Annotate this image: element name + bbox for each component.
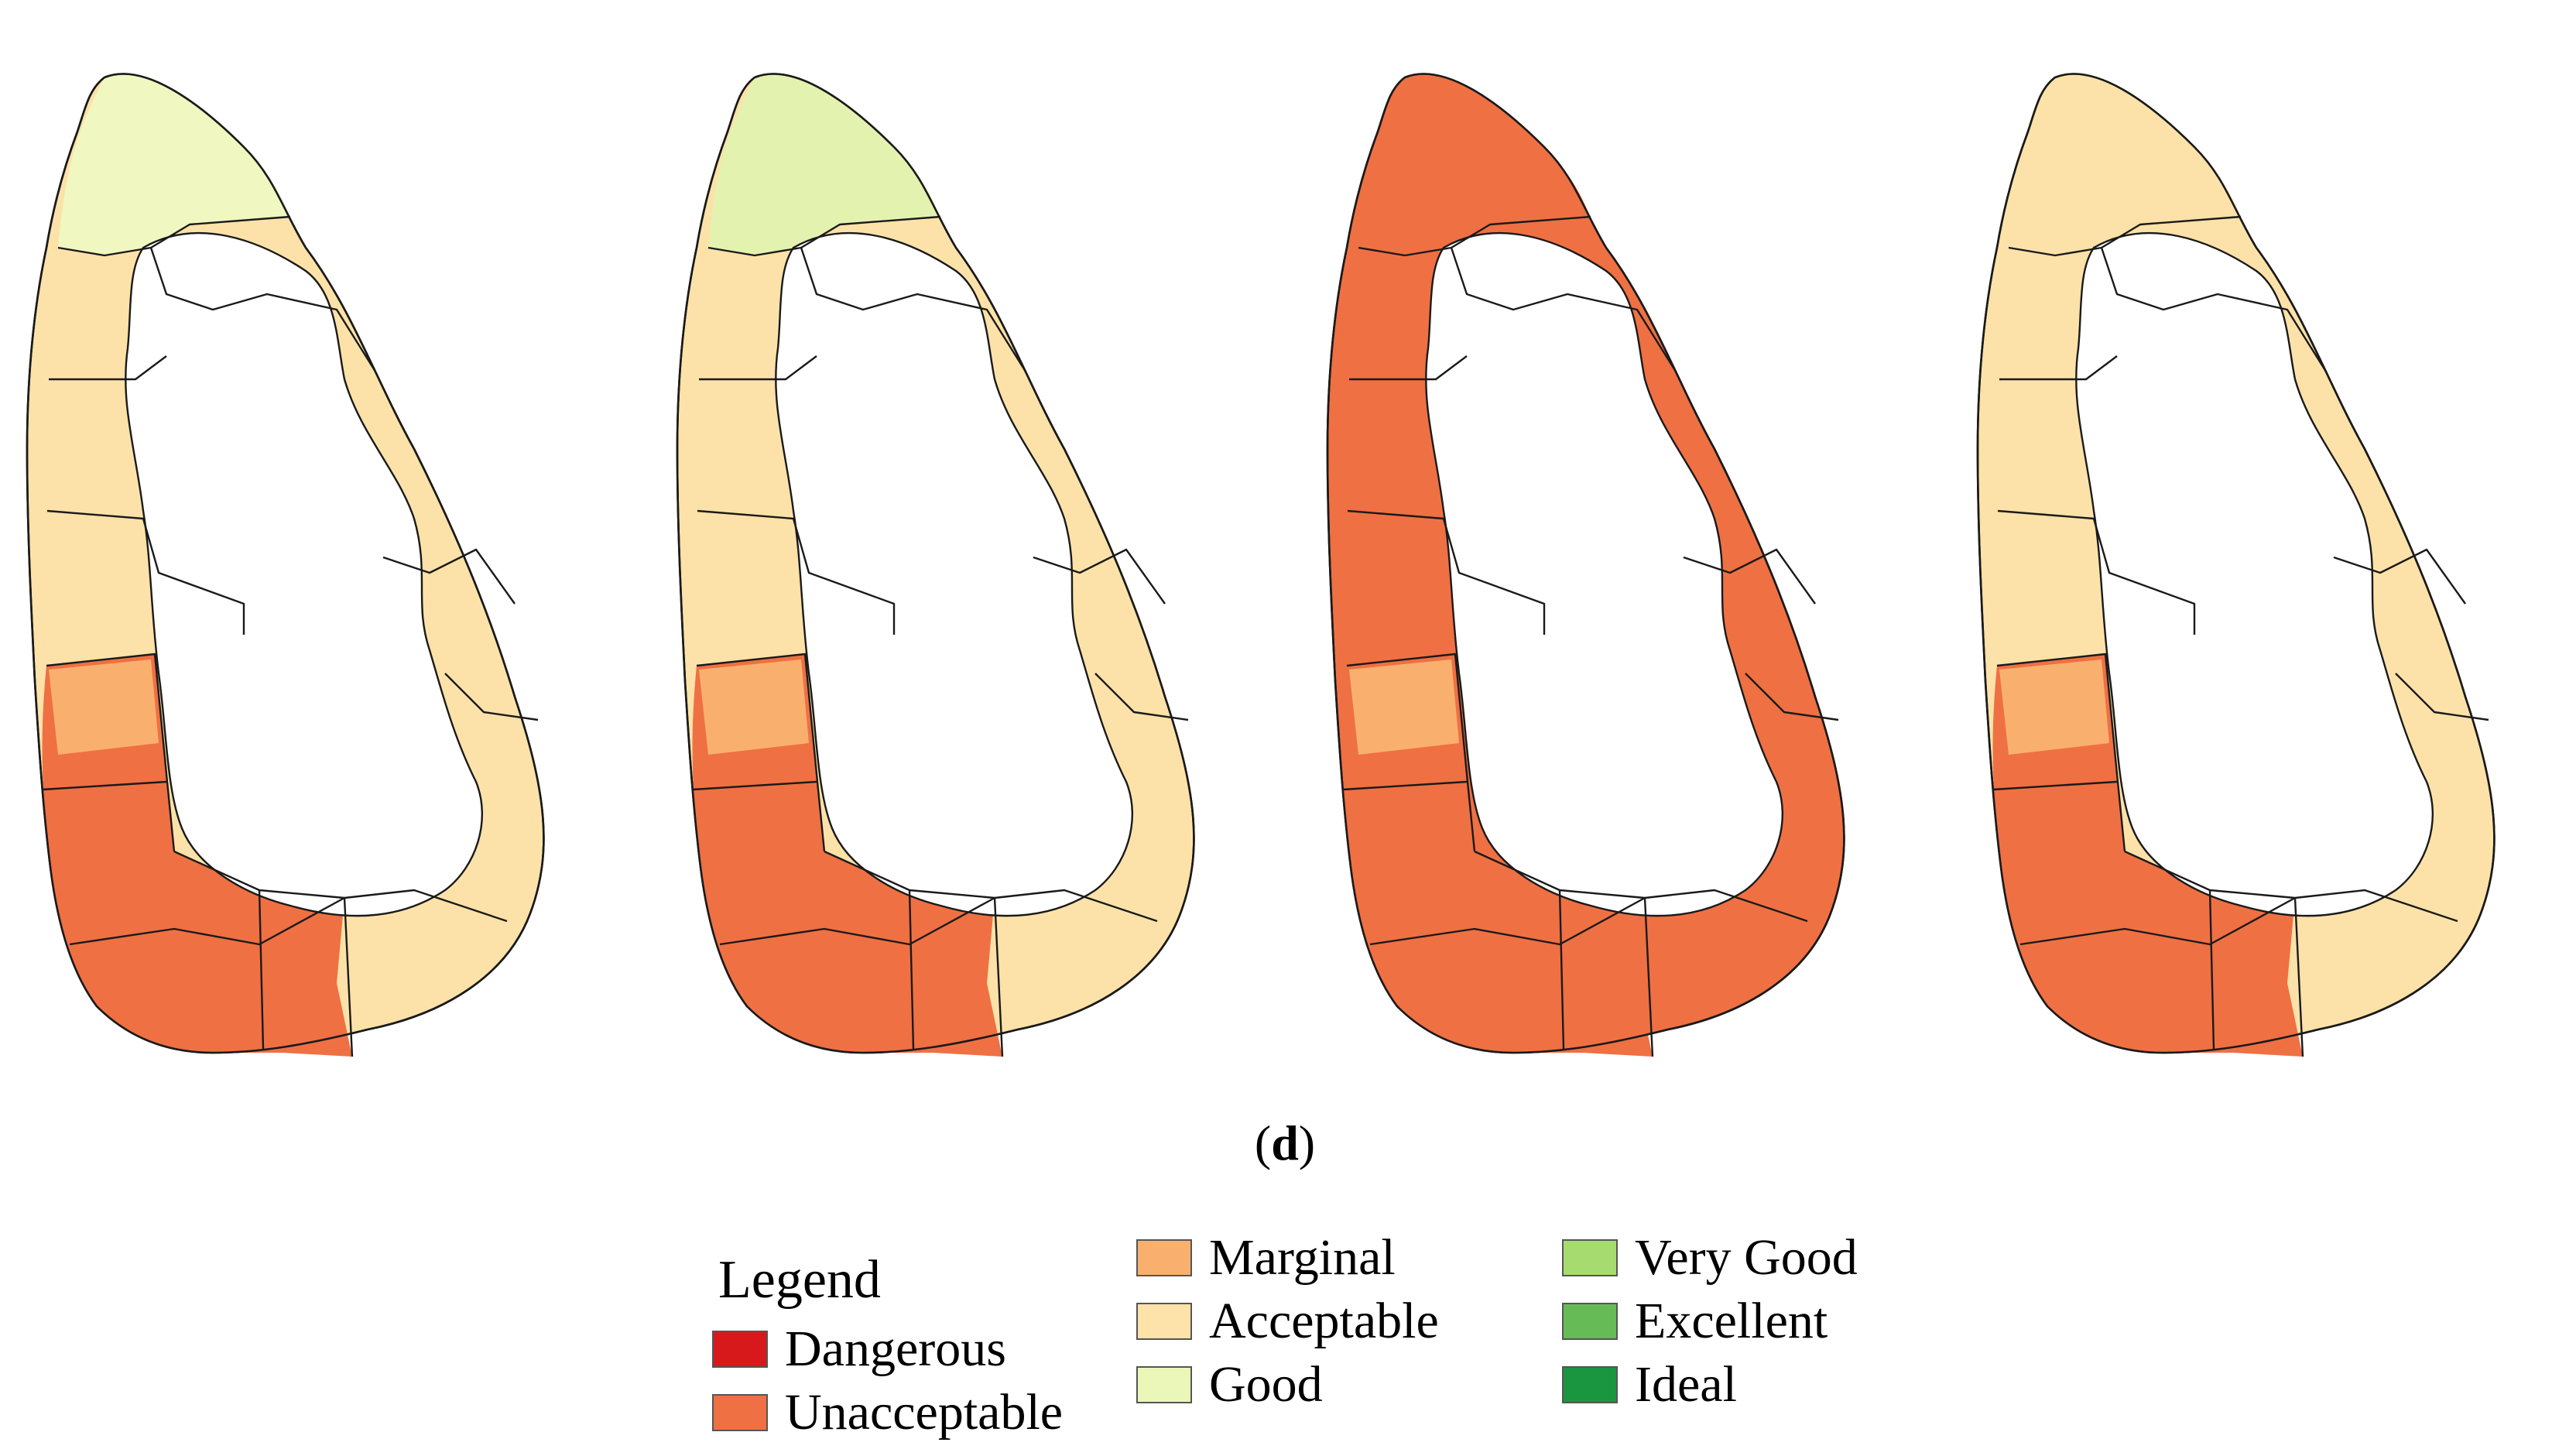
district-boundary xyxy=(1558,889,1565,1050)
district-boundary xyxy=(692,780,817,791)
inland-region xyxy=(775,231,1133,917)
district-boundary xyxy=(2333,548,2466,605)
legend-swatch-very-good xyxy=(1562,1239,1618,1276)
legend-swatch-dangerous xyxy=(712,1331,768,1368)
legend-item-marginal: Marginal xyxy=(1136,1229,1396,1286)
panel-letter: d xyxy=(1271,1115,1299,1170)
southwest-region xyxy=(692,654,1002,1057)
district-boundary xyxy=(1347,509,1546,635)
legend-item-excellent: Excellent xyxy=(1562,1293,1828,1349)
map-panel-1 xyxy=(26,73,545,1057)
legend-label: Dangerous xyxy=(785,1321,1006,1377)
north-region xyxy=(1358,74,1591,255)
district-boundary xyxy=(993,897,1004,1057)
district-boundary xyxy=(824,850,1158,923)
marginal-patch xyxy=(49,659,159,755)
legend-label: Acceptable xyxy=(1209,1293,1439,1349)
legend-title: Legend xyxy=(718,1250,881,1310)
legend-item-dangerous: Dangerous xyxy=(712,1321,1006,1377)
coastline xyxy=(1326,73,1845,1054)
legend-label: Very Good xyxy=(1635,1229,1858,1286)
legend-label: Good xyxy=(1209,1356,1323,1413)
district-boundary xyxy=(699,355,817,381)
marginal-patch xyxy=(1999,659,2109,755)
inland-region xyxy=(125,231,483,917)
district-boundary xyxy=(1996,653,2126,852)
legend-item-ideal: Ideal xyxy=(1562,1356,1737,1413)
legend: Legend Dangerous Unacceptable Marginal A… xyxy=(712,1229,1935,1447)
district-boundary xyxy=(908,889,915,1050)
district-boundary xyxy=(444,673,539,721)
district-boundary xyxy=(800,247,1027,372)
coastline xyxy=(1976,73,2496,1054)
legend-item-acceptable: Acceptable xyxy=(1136,1293,1439,1349)
legend-label: Ideal xyxy=(1635,1356,1737,1413)
district-boundary xyxy=(1094,673,1189,721)
district-boundary xyxy=(343,897,354,1057)
panel-label: (d) xyxy=(1254,1115,1316,1170)
district-boundary xyxy=(1474,850,1808,923)
southwest-region xyxy=(42,654,353,1057)
district-boundary xyxy=(382,548,516,605)
district-boundary xyxy=(1745,673,1839,721)
district-boundary xyxy=(1033,548,1166,605)
district-boundary xyxy=(42,780,167,791)
map-panel-2 xyxy=(676,73,1195,1057)
inland-region xyxy=(2075,231,2434,917)
district-boundary xyxy=(697,509,896,635)
legend-swatch-ideal xyxy=(1562,1366,1618,1403)
legend-item-unacceptable: Unacceptable xyxy=(712,1384,1064,1441)
district-boundary xyxy=(1450,247,1677,372)
district-boundary xyxy=(696,653,826,852)
district-boundary xyxy=(46,509,245,635)
north-region xyxy=(2009,74,2241,255)
district-boundary xyxy=(49,355,167,381)
district-boundary xyxy=(149,247,377,372)
district-boundary xyxy=(1643,897,1654,1057)
district-boundary xyxy=(69,896,345,946)
marginal-patch xyxy=(1349,659,1459,755)
maps-layer xyxy=(26,73,2496,1057)
district-boundary xyxy=(719,896,995,946)
legend-label: Unacceptable xyxy=(785,1384,1064,1441)
inland-region xyxy=(1425,231,1783,917)
coastline xyxy=(26,73,545,1054)
district-boundary xyxy=(2124,850,2458,923)
legend-swatch-good xyxy=(1136,1366,1192,1403)
district-boundary xyxy=(1369,896,1646,946)
district-boundary xyxy=(1683,548,1816,605)
legend-label: Excellent xyxy=(1635,1293,1828,1349)
district-boundary xyxy=(1999,355,2118,381)
north-region xyxy=(58,74,290,255)
southwest-region xyxy=(1992,654,2303,1057)
district-boundary xyxy=(1346,653,1476,852)
legend-item-very-good: Very Good xyxy=(1562,1229,1858,1286)
district-boundary xyxy=(258,889,265,1050)
north-region xyxy=(708,74,940,255)
district-boundary xyxy=(2100,247,2328,372)
legend-swatch-marginal xyxy=(1136,1239,1192,1276)
legend-swatch-acceptable xyxy=(1136,1303,1192,1340)
legend-swatch-excellent xyxy=(1562,1303,1618,1340)
district-boundary xyxy=(1997,509,2196,635)
district-boundary xyxy=(173,850,508,923)
district-boundary xyxy=(2293,897,2304,1057)
legend-item-good: Good xyxy=(1136,1356,1323,1413)
legend-label: Marginal xyxy=(1209,1229,1396,1286)
southwest-region xyxy=(1342,654,1653,1057)
coastline xyxy=(676,73,1195,1054)
legend-swatch-unacceptable xyxy=(712,1394,768,1431)
map-panel-3 xyxy=(1326,73,1845,1057)
district-boundary xyxy=(1992,780,2118,791)
marginal-patch xyxy=(699,659,809,755)
district-boundary xyxy=(2395,673,2489,721)
district-boundary xyxy=(2208,889,2215,1050)
district-boundary xyxy=(1349,355,1468,381)
map-panel-4 xyxy=(1976,73,2496,1057)
district-boundary xyxy=(46,653,176,852)
district-boundary xyxy=(2019,896,2296,946)
district-boundary xyxy=(1342,780,1468,791)
